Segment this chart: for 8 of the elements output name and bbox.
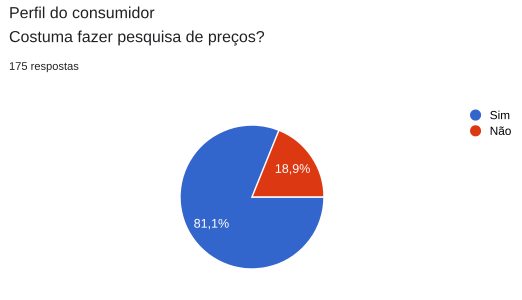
chart-subtitle: Costuma fazer pesquisa de preços?: [10, 30, 264, 46]
data-label: 81,1%: [194, 218, 229, 230]
text: 175 respostas: [10, 62, 78, 72]
pie-slice: [179, 124, 325, 270]
legend-label: Não: [490, 126, 511, 136]
chart-title: Perfil do consumidor: [10, 6, 154, 18]
legend-label: Sim: [490, 110, 510, 120]
data-label: 18,9%: [276, 164, 310, 174]
